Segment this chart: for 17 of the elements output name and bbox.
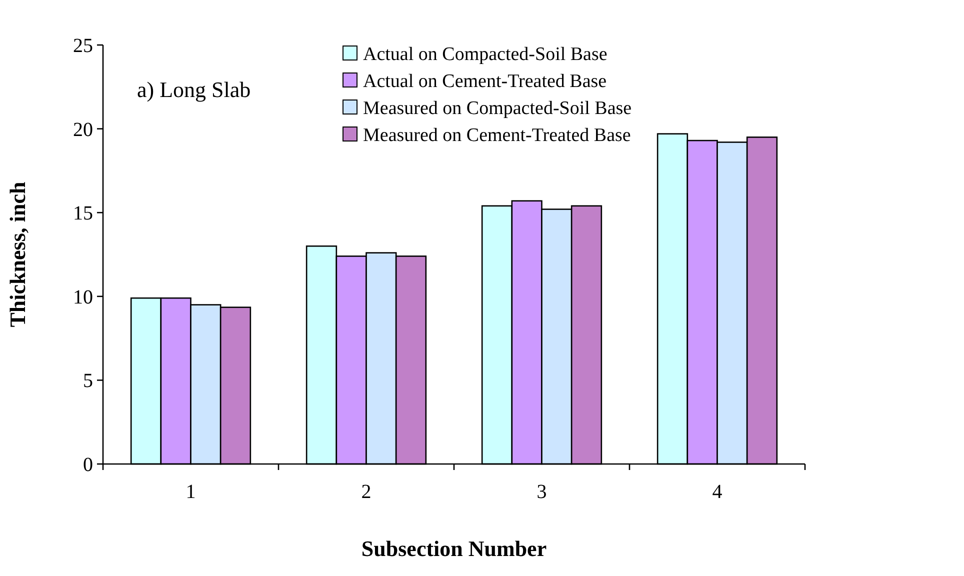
x-tick-label: 2: [361, 481, 372, 503]
x-tick-label: 4: [712, 481, 722, 503]
y-tick-label: 0: [83, 454, 93, 476]
y-axis-title: Thickness, inch: [5, 182, 30, 328]
x-tick-label: 1: [186, 481, 196, 503]
annotation: a) Long Slab: [137, 77, 251, 102]
y-tick-label: 10: [73, 286, 93, 308]
legend-label: Measured on Compacted-Soil Base: [363, 98, 632, 119]
legend-label: Actual on Cement-Treated Base: [363, 70, 607, 92]
y-tick-label: 15: [73, 202, 93, 225]
legend-label: Measured on Cement-Treated Base: [363, 124, 631, 146]
legend-label: Actual on Compacted-Soil Base: [363, 44, 608, 65]
y-tick-label: 5: [83, 370, 93, 392]
x-tick-label: 3: [536, 481, 547, 503]
y-tick-label: 20: [73, 118, 93, 141]
y-tick-label: 25: [73, 35, 93, 57]
x-axis-title: Subsection Number: [361, 536, 547, 561]
